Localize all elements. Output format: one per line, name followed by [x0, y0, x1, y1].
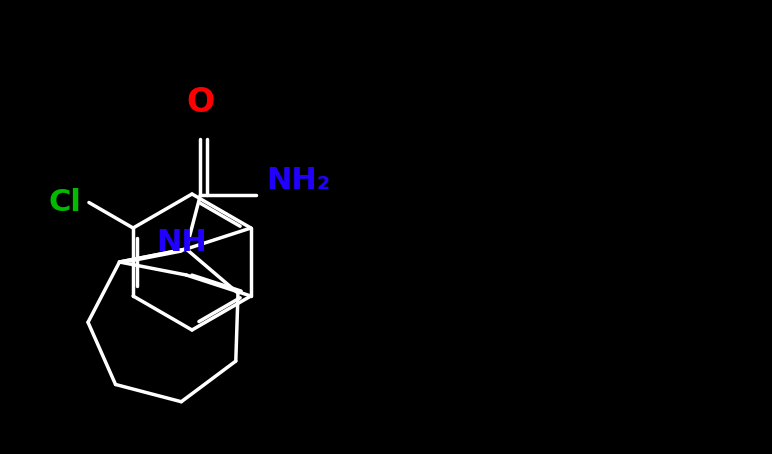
Text: NH: NH — [156, 228, 207, 257]
Text: O: O — [186, 86, 215, 119]
Text: NH₂: NH₂ — [266, 166, 330, 195]
Text: Cl: Cl — [48, 188, 81, 217]
